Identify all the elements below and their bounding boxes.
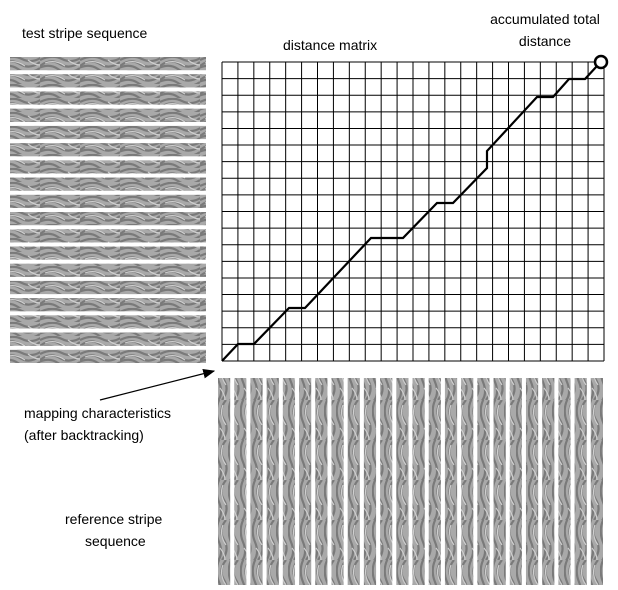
label: mapping characteristics — [24, 405, 171, 421]
reference-stripe — [444, 378, 458, 585]
test-stripe — [10, 332, 206, 346]
reference-stripe — [574, 378, 587, 585]
reference-stripe — [477, 378, 490, 585]
label: (after backtracking) — [24, 427, 144, 443]
test-stripe — [10, 160, 206, 174]
reference-stripe — [428, 378, 441, 585]
label: accumulated total — [490, 11, 600, 27]
test-stripe — [10, 246, 206, 260]
reference-stripe — [218, 378, 231, 585]
test-stripe — [10, 177, 206, 191]
reference-stripe — [412, 378, 425, 585]
test-stripe — [10, 315, 206, 329]
label: reference stripe — [65, 511, 162, 527]
end-marker — [593, 54, 609, 70]
label: distance matrix — [283, 37, 377, 53]
test-stripe — [10, 229, 206, 243]
test-stripe — [10, 212, 206, 226]
distance-matrix — [221, 61, 605, 362]
reference-stripe — [396, 378, 409, 585]
reference-stripe — [282, 378, 296, 585]
test-stripe — [10, 194, 206, 208]
arrow — [99, 369, 216, 401]
reference-stripe — [347, 378, 360, 585]
reference-stripe — [234, 378, 247, 585]
label: test stripe sequence — [22, 25, 148, 41]
reference-stripe — [590, 378, 603, 585]
test-stripe — [10, 263, 206, 277]
reference-stripe — [299, 378, 312, 585]
reference-stripe — [509, 378, 522, 585]
test-stripe — [10, 280, 206, 295]
test-stripes — [10, 57, 206, 363]
test-stripe — [10, 74, 206, 88]
test-stripe — [10, 108, 206, 122]
reference-stripe — [315, 378, 328, 585]
test-stripe — [10, 91, 206, 105]
test-stripe — [10, 143, 206, 157]
reference-stripe — [331, 378, 344, 585]
reference-stripes — [218, 378, 603, 585]
reference-stripe — [493, 378, 506, 585]
reference-stripe — [266, 378, 279, 585]
label: sequence — [85, 533, 146, 549]
reference-stripe — [250, 378, 263, 585]
reference-stripe — [380, 378, 393, 585]
test-stripe — [10, 125, 206, 140]
reference-stripe — [558, 378, 571, 585]
test-stripe — [10, 298, 206, 312]
label: distance — [519, 33, 571, 49]
test-stripe — [10, 57, 206, 71]
test-stripe — [10, 349, 206, 363]
reference-stripe — [542, 378, 555, 585]
reference-stripe — [461, 378, 474, 585]
reference-stripe — [363, 378, 377, 585]
warping-path — [221, 65, 598, 362]
reference-stripe — [525, 378, 539, 585]
